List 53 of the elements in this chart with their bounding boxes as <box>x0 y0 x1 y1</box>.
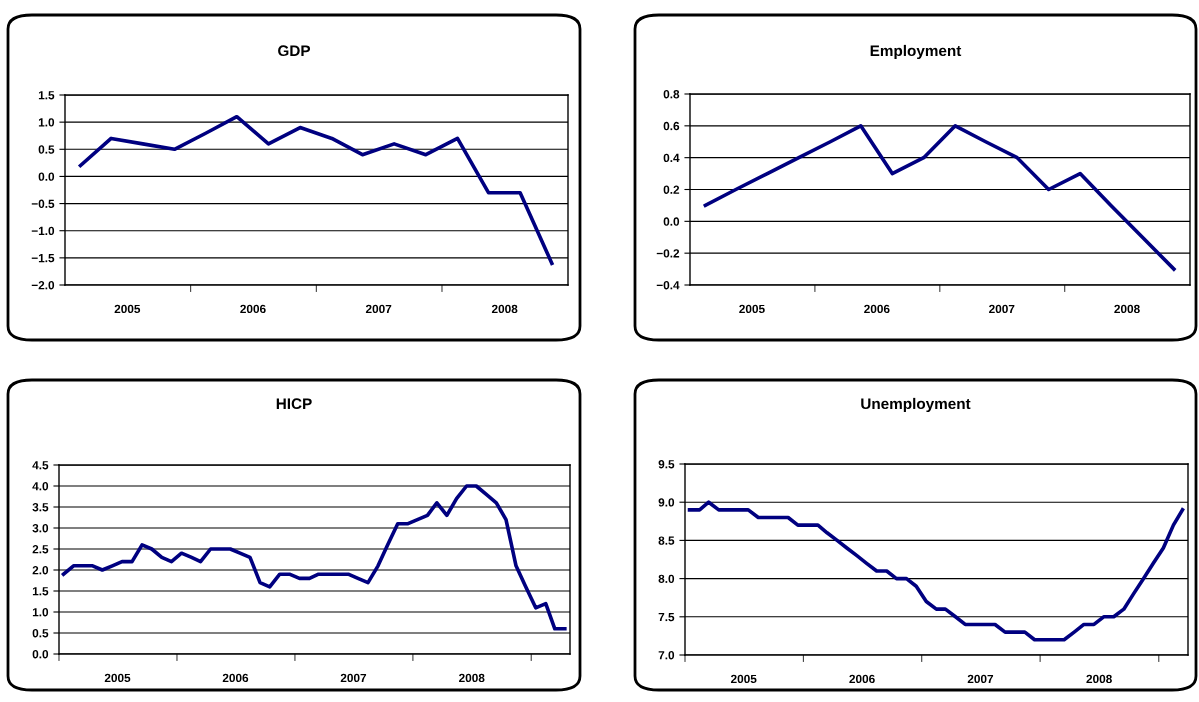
y-tick-label: 1.5 <box>32 587 49 596</box>
y-tick-label: 0.4 <box>663 153 680 163</box>
y-tick-label: 1.0 <box>38 118 55 127</box>
y-tick-label: 7.0 <box>658 651 675 660</box>
chart-title: GDP <box>278 45 311 57</box>
y-tick-label: 0.2 <box>663 185 680 194</box>
y-tick-label: 3.0 <box>32 524 49 533</box>
x-tick-label: 2006 <box>240 304 266 314</box>
line-series <box>703 124 1176 271</box>
y-tick-label: −2.0 <box>31 281 55 290</box>
y-tick-label: −0.5 <box>31 199 55 208</box>
x-tick-label: 2005 <box>104 673 131 683</box>
y-tick-label: 0.0 <box>32 650 49 659</box>
x-tick-label: 2005 <box>730 674 757 684</box>
x-tick-label: 2007 <box>989 304 1015 314</box>
y-tick-label: 0.6 <box>663 121 680 131</box>
x-tick-label: 2006 <box>864 304 890 314</box>
y-tick-label: 4.0 <box>32 482 49 491</box>
y-tick-label: −1.5 <box>31 254 55 263</box>
x-tick-label: 2007 <box>365 304 392 314</box>
y-tick-label: 8.0 <box>658 574 675 583</box>
x-tick-label: 2008 <box>491 304 518 314</box>
chart-title: Unemployment <box>861 397 971 413</box>
x-tick-label: 2006 <box>222 673 249 683</box>
y-tick-label: 0.0 <box>663 217 680 226</box>
y-tick-label: 9.0 <box>658 498 675 507</box>
y-tick-label: 1.5 <box>38 91 55 100</box>
y-tick-label: 0.5 <box>32 629 49 638</box>
x-tick-label: 2007 <box>967 674 994 684</box>
y-tick-label: 3.5 <box>32 503 49 512</box>
y-tick-label: 9.5 <box>658 460 675 469</box>
x-tick-label: 2008 <box>459 673 485 683</box>
chart-title: Employment <box>870 44 962 60</box>
y-tick-label: −0.2 <box>656 249 680 258</box>
x-tick-label: 2007 <box>340 673 367 683</box>
y-tick-label: 8.5 <box>658 536 675 545</box>
x-tick-label: 2006 <box>849 674 875 684</box>
y-tick-label: 0.0 <box>38 172 55 181</box>
x-tick-label: 2008 <box>1114 304 1140 314</box>
y-tick-label: 4.5 <box>32 461 49 470</box>
x-tick-label: 2008 <box>1086 674 1112 684</box>
y-tick-label: 1.0 <box>32 608 49 617</box>
line-series <box>78 114 554 266</box>
chart-title: HICP <box>276 398 312 410</box>
x-tick-label: 2005 <box>739 304 765 314</box>
x-tick-label: 2005 <box>114 304 141 314</box>
y-tick-label: 7.5 <box>658 612 675 622</box>
y-tick-label: 2.5 <box>32 545 49 554</box>
y-tick-label: 0.5 <box>38 145 55 154</box>
y-tick-label: 2.0 <box>32 566 49 575</box>
y-tick-label: −1.0 <box>31 226 55 236</box>
y-tick-label: −0.4 <box>656 281 680 290</box>
y-tick-label: 0.8 <box>663 90 680 99</box>
